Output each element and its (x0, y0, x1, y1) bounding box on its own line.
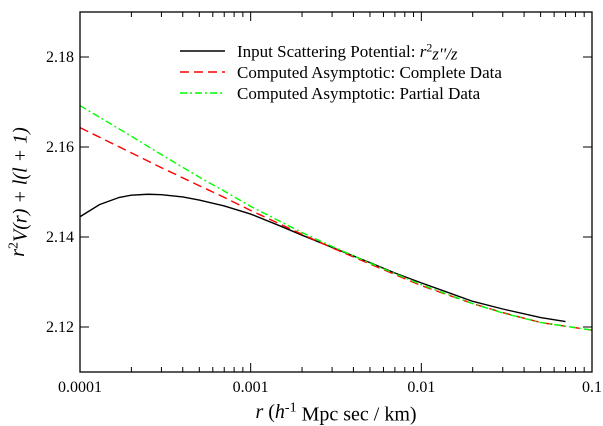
y-tick-label: 2.12 (46, 319, 74, 336)
y-tick-label: 2.14 (46, 229, 74, 246)
legend-label: Computed Asymptotic: Partial Data (237, 84, 481, 103)
x-tick-label: 0.001 (233, 379, 269, 396)
x-tick-label: 0.1 (582, 379, 602, 396)
y-tick-label: 2.16 (46, 139, 74, 156)
x-tick-label: 0.01 (407, 379, 435, 396)
plot-frame (79, 11, 593, 373)
x-axis-label: r (h-1 Mpc sec / km) (255, 401, 416, 426)
tick-layer: 0.0001 0.001 0.01 0.1 2.12 2.14 2.16 2.18 (46, 12, 602, 396)
series-line-1 (80, 193, 566, 323)
series-layer (80, 104, 592, 331)
series-line-3 (80, 104, 592, 331)
legend: Input Scattering Potential: r2z''/zCompu… (180, 41, 502, 103)
series-line-2 (80, 127, 592, 331)
x-tick-label: 0.0001 (58, 379, 102, 396)
legend-label: Input Scattering Potential: r2z''/z (237, 41, 458, 64)
legend-label: Computed Asymptotic: Complete Data (237, 63, 502, 82)
y-tick-label: 2.18 (46, 49, 74, 66)
y-axis-label: r2V(r) + l(l + 1) (7, 127, 32, 257)
